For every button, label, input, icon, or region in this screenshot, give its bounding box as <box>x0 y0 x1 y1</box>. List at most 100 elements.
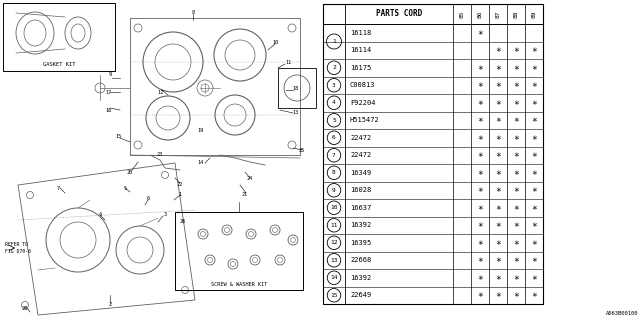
Text: ∗: ∗ <box>531 80 537 90</box>
Bar <box>278 68 316 108</box>
Text: 28: 28 <box>22 306 28 310</box>
Text: 13: 13 <box>330 258 338 263</box>
Text: 7: 7 <box>332 153 336 158</box>
Text: 17: 17 <box>105 90 111 94</box>
Text: 11: 11 <box>285 60 291 65</box>
Text: ∗: ∗ <box>513 238 519 248</box>
Text: ∗: ∗ <box>495 63 501 73</box>
Text: 14: 14 <box>197 159 203 164</box>
Text: ∗: ∗ <box>531 150 537 160</box>
Text: ∗: ∗ <box>513 98 519 108</box>
Text: ∗: ∗ <box>513 273 519 283</box>
Text: 87: 87 <box>495 10 500 18</box>
Text: 13: 13 <box>292 109 298 115</box>
Text: ∗: ∗ <box>477 28 483 38</box>
Text: ∗: ∗ <box>477 80 483 90</box>
Text: ∗: ∗ <box>495 133 501 143</box>
Text: ∗: ∗ <box>495 290 501 300</box>
Text: ∗: ∗ <box>531 168 537 178</box>
Text: 9: 9 <box>108 73 111 77</box>
Text: 3: 3 <box>163 212 166 218</box>
Text: 12: 12 <box>330 240 338 245</box>
Text: ∗: ∗ <box>495 150 501 160</box>
Text: 5: 5 <box>332 118 336 123</box>
Text: ∗: ∗ <box>531 98 537 108</box>
Text: 22668: 22668 <box>350 257 371 263</box>
Text: 18: 18 <box>292 85 298 91</box>
Text: ∗: ∗ <box>477 115 483 125</box>
Text: 16028: 16028 <box>350 187 371 193</box>
Text: ∗: ∗ <box>477 98 483 108</box>
Text: 26: 26 <box>180 219 186 224</box>
Text: F92204: F92204 <box>350 100 376 106</box>
Text: ∗: ∗ <box>513 150 519 160</box>
Text: 15: 15 <box>115 134 121 140</box>
Bar <box>175 212 303 290</box>
Text: 5: 5 <box>124 186 127 190</box>
Text: 16392: 16392 <box>350 222 371 228</box>
Text: ∗: ∗ <box>495 45 501 55</box>
Text: ∗: ∗ <box>531 185 537 195</box>
Text: REFER TO
FIG D70-6: REFER TO FIG D70-6 <box>5 242 31 254</box>
Text: 2: 2 <box>108 302 111 308</box>
Text: ∗: ∗ <box>477 255 483 265</box>
Text: H515472: H515472 <box>350 117 380 123</box>
Text: 22472: 22472 <box>350 152 371 158</box>
Text: ∗: ∗ <box>477 273 483 283</box>
Text: 22649: 22649 <box>350 292 371 298</box>
Text: 11: 11 <box>330 223 338 228</box>
Text: ∗: ∗ <box>477 133 483 143</box>
Text: 16175: 16175 <box>350 65 371 71</box>
Text: ∗: ∗ <box>513 203 519 213</box>
Text: 2: 2 <box>332 65 336 70</box>
Text: 89: 89 <box>531 10 536 18</box>
Text: 16118: 16118 <box>350 30 371 36</box>
Text: 6: 6 <box>332 135 336 140</box>
Text: ∗: ∗ <box>477 238 483 248</box>
Text: ∗: ∗ <box>495 168 501 178</box>
Text: 86: 86 <box>477 10 483 18</box>
Text: 88: 88 <box>513 10 518 18</box>
Text: 8: 8 <box>332 170 336 175</box>
Text: 22472: 22472 <box>350 135 371 141</box>
Text: 16392: 16392 <box>350 275 371 281</box>
Text: ∗: ∗ <box>495 203 501 213</box>
Text: ∗: ∗ <box>495 238 501 248</box>
Text: 7: 7 <box>56 186 60 190</box>
Text: ∗: ∗ <box>495 115 501 125</box>
Text: ∗: ∗ <box>495 185 501 195</box>
Text: ∗: ∗ <box>531 45 537 55</box>
Text: A063B00100: A063B00100 <box>605 311 638 316</box>
Text: ∗: ∗ <box>513 290 519 300</box>
Text: ∗: ∗ <box>513 255 519 265</box>
Text: ∗: ∗ <box>495 220 501 230</box>
Text: 21: 21 <box>242 193 248 197</box>
Text: 85: 85 <box>460 10 465 18</box>
Text: 16637: 16637 <box>350 205 371 211</box>
Text: 15: 15 <box>330 293 338 298</box>
Text: ∗: ∗ <box>477 150 483 160</box>
Text: ∗: ∗ <box>495 98 501 108</box>
Text: ∗: ∗ <box>477 220 483 230</box>
Text: ∗: ∗ <box>513 63 519 73</box>
Text: 25: 25 <box>299 148 305 153</box>
Text: 16114: 16114 <box>350 47 371 53</box>
Text: ∗: ∗ <box>513 168 519 178</box>
Text: ∗: ∗ <box>531 203 537 213</box>
Text: 23: 23 <box>157 153 163 157</box>
Text: 16349: 16349 <box>350 170 371 176</box>
Text: ∗: ∗ <box>531 273 537 283</box>
Text: 6: 6 <box>147 196 150 201</box>
Text: 20: 20 <box>127 170 133 174</box>
Text: 3: 3 <box>332 83 336 88</box>
Text: 4: 4 <box>332 100 336 105</box>
Text: 9: 9 <box>332 188 336 193</box>
Text: C00813: C00813 <box>350 82 376 88</box>
Text: 12: 12 <box>157 90 163 94</box>
Text: 4: 4 <box>99 212 102 218</box>
Text: 14: 14 <box>330 275 338 280</box>
Text: PARTS CORD: PARTS CORD <box>376 10 422 19</box>
Text: 10: 10 <box>272 39 278 44</box>
Text: ∗: ∗ <box>477 185 483 195</box>
Text: ∗: ∗ <box>513 45 519 55</box>
